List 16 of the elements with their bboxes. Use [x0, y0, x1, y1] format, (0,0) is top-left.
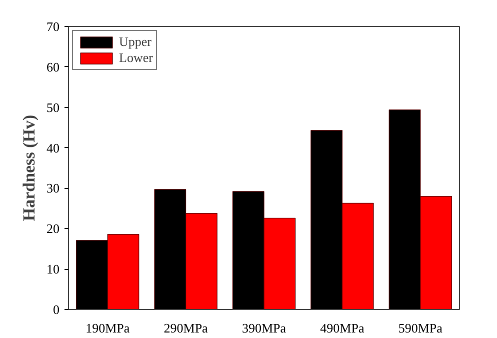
- legend-label: Lower: [119, 50, 153, 66]
- y-axis-title: Hardness (Hv): [20, 114, 38, 222]
- y-tick-label: 0: [53, 302, 60, 317]
- y-tick-label: 50: [46, 100, 60, 115]
- y-tick-label: 20: [46, 221, 60, 236]
- y-tick-label: 70: [46, 19, 60, 34]
- x-tick-label: 390MPa: [242, 320, 286, 336]
- legend-label: Upper: [119, 34, 152, 50]
- y-tick-label: 10: [46, 262, 60, 277]
- x-tick-label: 190MPa: [86, 320, 130, 336]
- y-tick-label: 30: [46, 180, 60, 196]
- x-tick-label: 290MPa: [164, 320, 208, 336]
- y-tick-label: 40: [46, 140, 60, 156]
- y-tick-label: 60: [46, 59, 60, 74]
- x-tick-label: 590MPa: [398, 320, 443, 336]
- x-tick-label: 490MPa: [320, 320, 364, 336]
